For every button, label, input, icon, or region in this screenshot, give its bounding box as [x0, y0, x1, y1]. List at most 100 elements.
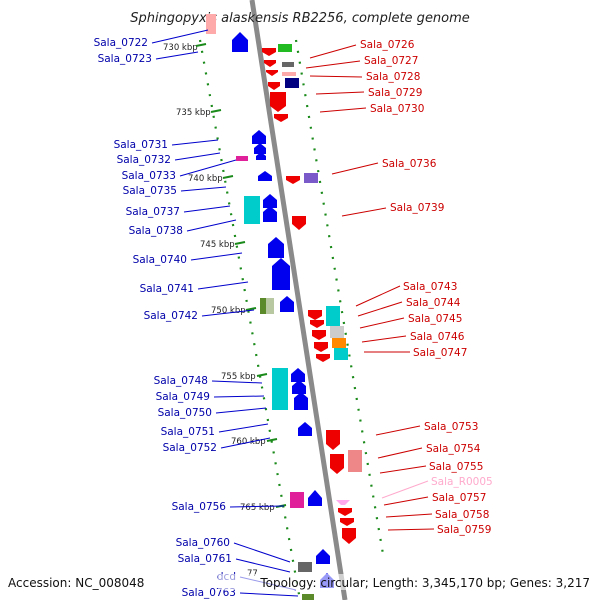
leader-line: [379, 465, 427, 474]
tick-mark: [245, 307, 257, 311]
gene-arrow: [263, 194, 277, 208]
gene-arrow: [314, 342, 328, 352]
gene-label-left[interactable]: Sala_0733: [122, 170, 176, 182]
tick-mark: [266, 438, 278, 442]
gene-label-right[interactable]: Sala_0727: [364, 55, 418, 67]
leader-line: [239, 592, 299, 597]
leader-line: [381, 480, 429, 499]
gene-label-right[interactable]: Sala_0757: [432, 492, 486, 504]
gene-arrow: [312, 330, 326, 340]
leader-line: [233, 542, 291, 563]
gene-arrow: [330, 454, 344, 474]
gene-label-right[interactable]: Sala_0758: [435, 509, 489, 521]
gene-label-right[interactable]: Sala_0729: [368, 87, 422, 99]
gene-label-left[interactable]: Sala_0723: [98, 53, 152, 65]
leader-line: [377, 447, 423, 459]
gene-label-left[interactable]: Sala_0761: [178, 553, 232, 565]
leader-line: [183, 205, 231, 213]
gene-label-right[interactable]: Sala_0744: [406, 297, 461, 309]
gene-arrow: [316, 354, 330, 362]
gene-label-right[interactable]: Sala_0743: [403, 281, 457, 293]
gene-label-right[interactable]: Sala_0759: [437, 524, 491, 536]
gene-label-left[interactable]: Sala_0732: [117, 154, 171, 166]
gene-arrow: [310, 320, 324, 328]
leader-line: [357, 301, 403, 317]
gene-block: [282, 72, 296, 76]
right-labels: Sala_0726 Sala_0727 Sala_0728 Sala_0729 …: [305, 39, 493, 536]
gene-label-right[interactable]: Sala_0730: [370, 103, 424, 115]
gene-label-right[interactable]: Sala_0728: [366, 71, 420, 83]
gene-label-right[interactable]: Sala_0745: [408, 313, 462, 325]
left-genes: [206, 14, 334, 600]
gene-label-right[interactable]: Sala_0746: [410, 331, 465, 343]
footer-backdrop: [218, 574, 598, 590]
leader-line: [235, 558, 291, 573]
map-title: Sphingopyxis alaskensis RB2256, complete…: [130, 11, 470, 26]
rna-gene: [336, 500, 350, 505]
leader-line: [215, 407, 267, 414]
gene-label-left[interactable]: Sala_0737: [126, 206, 180, 218]
leader-line: [186, 219, 237, 232]
gene-label-left[interactable]: Sala_0751: [161, 426, 215, 438]
gene-block: [330, 326, 344, 338]
leader-line: [220, 437, 271, 449]
gene-label-right[interactable]: Sala_0747: [413, 347, 467, 359]
gene-block: [302, 594, 314, 600]
gene-label-left[interactable]: Sala_0722: [94, 37, 148, 49]
gene-label-left[interactable]: Sala_0760: [176, 537, 230, 549]
gene-label-left[interactable]: Sala_0738: [129, 225, 183, 237]
gene-label-right-rna[interactable]: Sala_R0005: [431, 476, 493, 488]
leader-line: [319, 107, 367, 113]
gene-label-right[interactable]: Sala_0726: [360, 39, 415, 51]
leader-line: [174, 152, 221, 161]
tick-mark: [256, 373, 268, 377]
gene-label-left[interactable]: Sala_0731: [114, 139, 168, 151]
gene-arrow: [326, 430, 340, 450]
gene-label-left[interactable]: Sala_0748: [154, 375, 208, 387]
gene-arrow: [263, 206, 277, 222]
gene-label-left[interactable]: Sala_0741: [140, 283, 194, 295]
leader-line: [155, 51, 199, 60]
gene-block: [304, 173, 318, 183]
gene-arrow: [256, 152, 266, 160]
gene-arrow: [292, 380, 306, 394]
left-labels: Sala_0722 Sala_0723 Sala_0731 Sala_0732 …: [94, 29, 299, 599]
gene-label-left[interactable]: Sala_0742: [144, 310, 198, 322]
gene-arrow: [252, 130, 266, 144]
leader-line: [387, 528, 435, 531]
gene-arrow: [270, 92, 286, 112]
gene-block: [326, 306, 340, 326]
gene-block: [244, 196, 260, 224]
gene-label-right[interactable]: Sala_0739: [390, 202, 444, 214]
gene-label-left[interactable]: Sala_0752: [163, 442, 217, 454]
gene-arrow: [262, 48, 276, 56]
gene-block: [298, 562, 312, 572]
gene-arrow: [292, 216, 306, 230]
tick-mark: [210, 109, 222, 113]
gene-label-left[interactable]: Sala_0756: [172, 501, 227, 513]
gene-arrow: [280, 296, 294, 312]
gene-block: [285, 78, 299, 88]
gene-label-right[interactable]: Sala_0755: [429, 461, 483, 473]
gene-arrow: [298, 422, 312, 436]
gene-label-left[interactable]: Sala_0750: [158, 407, 212, 419]
gene-block: [282, 62, 294, 67]
gene-arrow: [232, 32, 248, 52]
gene-label-left[interactable]: Sala_0740: [133, 254, 187, 266]
tick-label: 750 kbp: [211, 306, 246, 316]
leader-line: [309, 44, 357, 59]
tick-label: 745 kbp: [200, 240, 235, 250]
leader-line: [385, 513, 433, 518]
gene-arrow: [308, 310, 322, 320]
gene-label-right[interactable]: Sala_0736: [382, 158, 437, 170]
tick-label: 740 kbp: [188, 174, 223, 184]
gene-label-left[interactable]: Sala_0749: [156, 391, 210, 403]
gene-block: [348, 450, 362, 472]
gene-label-right[interactable]: Sala_0754: [426, 443, 481, 455]
gene-label-left[interactable]: Sala_0735: [123, 185, 177, 197]
gene-block: [266, 298, 274, 314]
gene-block: [260, 298, 266, 314]
gene-label-right[interactable]: Sala_0753: [424, 421, 478, 433]
gene-arrow: [266, 70, 278, 76]
summary-text: Topology: circular; Length: 3,345,170 bp…: [259, 576, 590, 590]
